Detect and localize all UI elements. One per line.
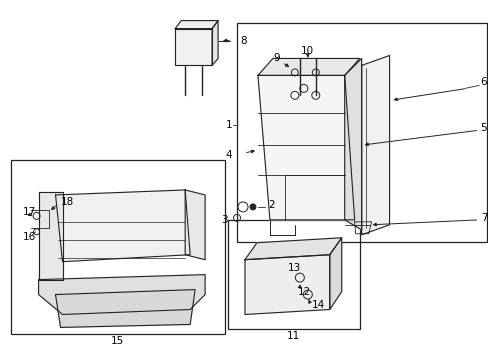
Text: 18: 18 <box>61 197 74 207</box>
Circle shape <box>249 204 255 210</box>
Polygon shape <box>39 192 62 280</box>
Polygon shape <box>175 28 212 66</box>
Text: 6: 6 <box>480 77 487 87</box>
Bar <box>237 23 487 242</box>
Text: 16: 16 <box>22 232 36 242</box>
Text: 8: 8 <box>240 36 246 46</box>
Polygon shape <box>244 255 329 315</box>
Polygon shape <box>344 58 361 230</box>
Text: 1: 1 <box>225 120 232 130</box>
Polygon shape <box>56 190 190 262</box>
Text: 7: 7 <box>480 213 487 223</box>
Text: 9: 9 <box>273 54 279 63</box>
Text: 17: 17 <box>22 207 36 217</box>
Bar <box>11 160 224 334</box>
Text: 15: 15 <box>110 336 124 346</box>
Polygon shape <box>258 58 359 75</box>
Polygon shape <box>258 75 354 220</box>
Polygon shape <box>56 289 195 328</box>
Polygon shape <box>212 21 218 66</box>
Polygon shape <box>39 275 204 315</box>
Text: 14: 14 <box>311 300 325 310</box>
Text: 5: 5 <box>480 123 487 133</box>
Polygon shape <box>175 21 218 28</box>
Polygon shape <box>329 238 341 310</box>
Text: 10: 10 <box>301 45 314 55</box>
Text: 3: 3 <box>221 215 227 225</box>
Polygon shape <box>185 190 204 260</box>
Text: 13: 13 <box>287 263 301 273</box>
Bar <box>227 220 359 329</box>
Polygon shape <box>361 55 389 235</box>
Text: 2: 2 <box>267 200 274 210</box>
Text: 11: 11 <box>286 332 300 341</box>
Text: 12: 12 <box>297 287 310 297</box>
Text: 4: 4 <box>225 150 232 160</box>
Polygon shape <box>244 238 341 260</box>
